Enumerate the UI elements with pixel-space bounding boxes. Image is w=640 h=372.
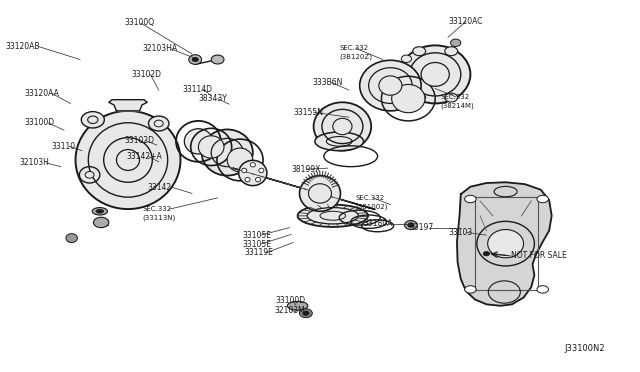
Text: (33113N): (33113N) (142, 214, 175, 221)
Ellipse shape (88, 116, 98, 124)
Ellipse shape (413, 93, 426, 102)
Ellipse shape (104, 138, 152, 182)
Ellipse shape (79, 167, 100, 183)
Ellipse shape (96, 209, 104, 213)
Ellipse shape (300, 176, 340, 211)
Text: 33103: 33103 (448, 228, 472, 237)
Text: 33100Q: 33100Q (125, 18, 155, 27)
Ellipse shape (392, 84, 425, 113)
Ellipse shape (320, 211, 346, 220)
Ellipse shape (211, 55, 224, 64)
Ellipse shape (465, 195, 476, 203)
Text: 33120AC: 33120AC (448, 17, 483, 26)
Ellipse shape (245, 177, 250, 182)
Text: 33100D: 33100D (24, 118, 54, 127)
Ellipse shape (202, 129, 253, 176)
Ellipse shape (250, 163, 255, 167)
Text: 38199X: 38199X (291, 165, 321, 174)
Text: 33180A: 33180A (364, 219, 393, 228)
Text: SEC.332: SEC.332 (355, 195, 385, 201)
Text: 33119E: 33119E (244, 248, 273, 257)
Text: 33105E: 33105E (242, 240, 271, 248)
Ellipse shape (445, 93, 458, 102)
Ellipse shape (303, 311, 309, 315)
Ellipse shape (451, 39, 461, 46)
Ellipse shape (315, 132, 364, 151)
Ellipse shape (300, 309, 312, 318)
Text: 33110: 33110 (51, 142, 76, 151)
Ellipse shape (287, 301, 308, 310)
Text: 33142+A: 33142+A (127, 152, 163, 161)
Text: NOT FOR SALE: NOT FOR SALE (511, 251, 566, 260)
Ellipse shape (465, 286, 476, 293)
Ellipse shape (192, 57, 198, 62)
Polygon shape (109, 100, 147, 111)
Ellipse shape (298, 205, 368, 227)
Ellipse shape (92, 208, 108, 215)
Text: (3B120Z): (3B120Z) (339, 54, 372, 60)
Ellipse shape (242, 168, 247, 173)
Ellipse shape (488, 230, 524, 258)
Ellipse shape (401, 55, 412, 62)
Ellipse shape (445, 47, 458, 56)
Text: 33102D: 33102D (131, 70, 161, 79)
Ellipse shape (184, 129, 212, 154)
Ellipse shape (81, 112, 104, 128)
Text: J33100N2: J33100N2 (564, 344, 605, 353)
Ellipse shape (421, 62, 449, 86)
Text: SEC.332: SEC.332 (440, 94, 470, 100)
Ellipse shape (308, 184, 332, 203)
Ellipse shape (537, 195, 548, 203)
Ellipse shape (404, 221, 417, 230)
Ellipse shape (314, 102, 371, 151)
Text: SEC.332: SEC.332 (339, 45, 369, 51)
Ellipse shape (198, 136, 224, 158)
Text: 33120AB: 33120AB (5, 42, 40, 51)
Text: 32103M: 32103M (274, 306, 305, 315)
Ellipse shape (189, 55, 202, 64)
Ellipse shape (259, 168, 264, 173)
Text: 333B6N: 333B6N (312, 78, 342, 87)
Text: 33114D: 33114D (182, 85, 212, 94)
Ellipse shape (413, 47, 426, 56)
Ellipse shape (227, 148, 253, 172)
Text: 33120AA: 33120AA (24, 89, 59, 97)
Ellipse shape (116, 150, 140, 170)
Ellipse shape (255, 177, 260, 182)
Ellipse shape (154, 120, 163, 127)
Text: 32103H: 32103H (19, 158, 49, 167)
Ellipse shape (483, 251, 490, 256)
Text: 33102D: 33102D (125, 136, 155, 145)
Ellipse shape (333, 118, 352, 135)
Text: SEC.332: SEC.332 (142, 206, 172, 212)
Ellipse shape (239, 160, 267, 186)
Text: 33155N: 33155N (293, 108, 323, 117)
Ellipse shape (66, 234, 77, 243)
Text: 33197: 33197 (410, 223, 434, 232)
Text: (38214M): (38214M) (440, 102, 474, 109)
Ellipse shape (93, 217, 109, 228)
Polygon shape (457, 182, 552, 306)
Text: 33142: 33142 (147, 183, 172, 192)
Text: 33105E: 33105E (242, 231, 271, 240)
Ellipse shape (537, 286, 548, 293)
Ellipse shape (408, 223, 414, 227)
Polygon shape (233, 168, 375, 209)
Ellipse shape (148, 116, 169, 131)
Ellipse shape (400, 45, 470, 103)
Ellipse shape (76, 111, 180, 209)
Ellipse shape (379, 76, 402, 95)
Text: 33100D: 33100D (275, 296, 305, 305)
Text: 38343Y: 38343Y (198, 94, 227, 103)
Text: 32103HA: 32103HA (142, 44, 177, 53)
Ellipse shape (85, 171, 94, 178)
Text: (381002): (381002) (355, 203, 388, 210)
Ellipse shape (360, 60, 421, 111)
